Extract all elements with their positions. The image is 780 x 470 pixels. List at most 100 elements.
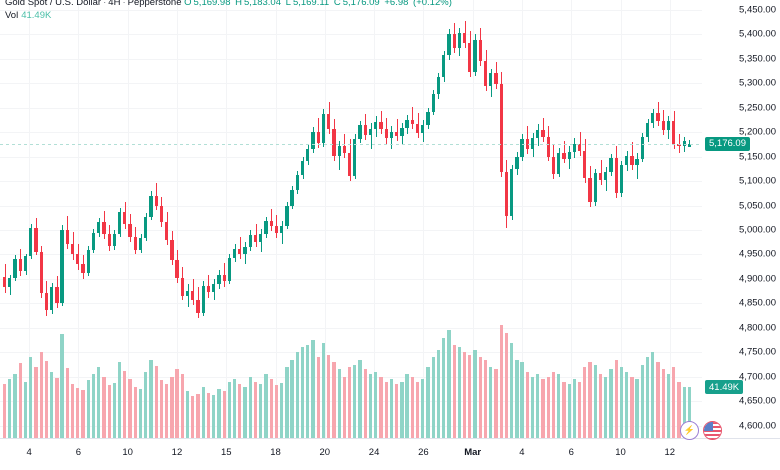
candle-body-bearish xyxy=(546,137,550,157)
chart-legend: Gold Spot / U.S. Dollar · 4H · Pepperstone O… xyxy=(5,0,454,21)
candle-body-bullish xyxy=(442,54,446,78)
volume-bar xyxy=(358,359,362,438)
candle-body-bullish xyxy=(651,112,655,124)
volume-bar xyxy=(520,362,524,438)
volume-bar xyxy=(530,376,535,438)
volume-bar xyxy=(321,342,326,438)
volume-bar xyxy=(666,374,671,438)
volume-bar xyxy=(311,340,315,438)
volume-bar xyxy=(165,384,169,438)
volume-bar xyxy=(285,366,289,438)
candle-body-bearish xyxy=(332,129,336,156)
volume-bar xyxy=(112,382,116,438)
time-axis[interactable]: 4 6 10 12 15 18 20 24 26 Mar 4 6 10 12 xyxy=(0,438,780,470)
candle-wick xyxy=(240,236,241,260)
volume-bar xyxy=(442,337,446,438)
data-source-label[interactable]: Pepperstone xyxy=(127,0,182,8)
legend-symbol-row[interactable]: Gold Spot / U.S. Dollar · 4H · Pepperstone O… xyxy=(5,0,454,8)
volume-bar xyxy=(243,386,247,438)
volume-bar xyxy=(551,371,556,438)
price-axis-label: 4,600.00 xyxy=(739,420,776,432)
time-axis-label: 12 xyxy=(171,447,183,458)
timeframe-label[interactable]: 4H xyxy=(108,0,121,8)
volume-bar xyxy=(452,344,456,438)
volume-bar xyxy=(677,381,681,438)
candle-wick xyxy=(381,110,382,135)
price-axis-label: 5,100.00 xyxy=(739,175,776,187)
candle-body-bullish xyxy=(243,246,247,255)
volume-bar xyxy=(117,362,122,438)
candle-wick xyxy=(543,118,544,142)
symbol-name[interactable]: Gold Spot / U.S. Dollar xyxy=(5,0,102,8)
volume-bar xyxy=(128,379,132,438)
volume-bar xyxy=(368,374,373,438)
candle-body-bullish xyxy=(473,40,477,73)
volume-bar xyxy=(65,368,69,438)
candle-body-bearish xyxy=(379,122,383,130)
candle-body-bullish xyxy=(687,143,691,147)
candle-body-bullish xyxy=(112,233,116,246)
candle-body-bullish xyxy=(321,113,326,143)
candle-wick xyxy=(344,134,345,158)
candle-body-bearish xyxy=(55,286,59,304)
grid-line-vertical xyxy=(325,0,326,438)
volume-bar xyxy=(180,374,184,438)
price-pane[interactable] xyxy=(0,0,702,438)
volume-bar xyxy=(384,381,388,438)
volume-bar xyxy=(23,381,28,438)
candle-body-bullish xyxy=(374,122,378,130)
volume-bar xyxy=(363,369,367,438)
candle-body-bearish xyxy=(462,33,467,44)
volume-bar xyxy=(478,357,482,438)
candle-body-bearish xyxy=(65,230,69,244)
candle-body-bearish xyxy=(363,125,367,136)
volume-bar xyxy=(353,364,357,438)
candle-wick xyxy=(637,152,638,180)
time-axis-label: Mar xyxy=(464,447,482,458)
current-price-badge[interactable]: 5,176.09 xyxy=(705,136,750,151)
grid-line-horizontal xyxy=(0,58,702,60)
volume-bar xyxy=(259,384,263,438)
lightning-bolt-icon[interactable]: ⚡ xyxy=(680,421,699,440)
volume-bar xyxy=(306,344,310,438)
volume-bar xyxy=(619,366,624,438)
volume-bar xyxy=(672,366,676,438)
candle-body-bearish xyxy=(34,228,38,252)
candle-body-bullish xyxy=(50,286,54,311)
legend-volume-row[interactable]: Vol 41.49K xyxy=(5,10,454,21)
close-label: C xyxy=(333,0,341,8)
volume-bar xyxy=(347,366,352,438)
candle-body-bearish xyxy=(159,205,164,223)
volume-bar xyxy=(640,364,644,438)
volume-bar xyxy=(557,374,561,438)
low-value: 5,169.11 xyxy=(292,0,330,8)
volume-bar xyxy=(159,380,164,438)
candle-body-bullish xyxy=(290,189,294,206)
chart-corner-icons[interactable]: ⚡ xyxy=(680,421,722,440)
time-axis-label: 10 xyxy=(122,447,133,458)
grid-line-vertical xyxy=(670,0,671,438)
candle-body-bullish xyxy=(609,157,613,173)
candle-body-bullish xyxy=(8,278,12,287)
price-axis-label: 5,050.00 xyxy=(739,200,776,212)
volume-bar xyxy=(154,365,158,438)
volume-bar xyxy=(102,376,106,438)
candle-body-bearish xyxy=(410,120,414,125)
candle-body-bearish xyxy=(81,264,85,274)
candle-body-bearish xyxy=(327,113,331,130)
volume-bar xyxy=(415,381,420,438)
volume-bar xyxy=(625,371,629,438)
us-flag-icon[interactable] xyxy=(703,421,722,440)
volume-bar xyxy=(107,385,111,438)
grid-line-horizontal xyxy=(0,83,702,85)
candle-body-bearish xyxy=(499,84,503,173)
candle-body-bearish xyxy=(614,157,618,193)
grid-line-horizontal xyxy=(0,34,702,36)
price-axis[interactable]: 5,450.00 5,400.00 5,350.00 5,300.00 5,250.00… xyxy=(702,0,780,438)
candle-wick xyxy=(371,123,372,149)
volume-bar xyxy=(280,382,284,438)
candle-body-bullish xyxy=(23,256,28,272)
current-volume-badge[interactable]: 41.49K xyxy=(705,380,744,395)
candle-body-bearish xyxy=(2,276,7,287)
